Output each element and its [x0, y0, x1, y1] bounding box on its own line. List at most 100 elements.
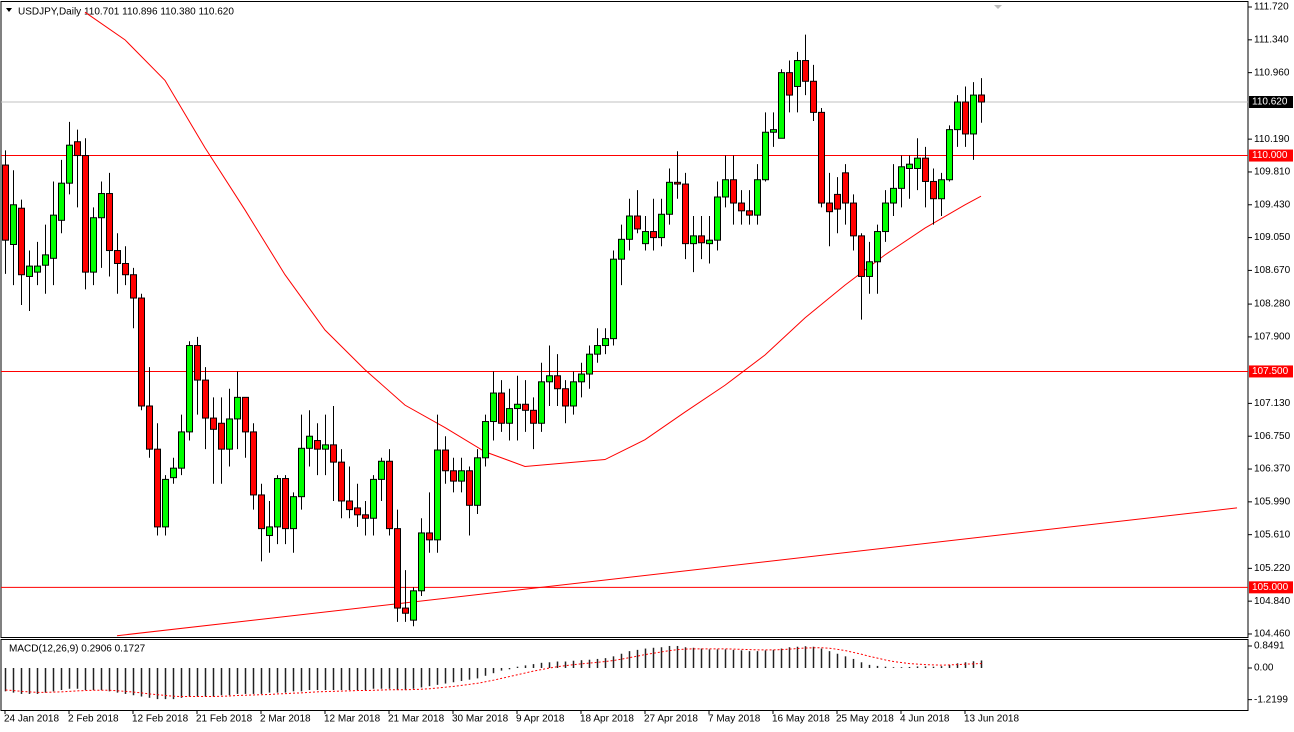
candle-body [290, 496, 297, 530]
candle-body [242, 396, 249, 433]
y-tick-label: 108.670 [1254, 265, 1291, 276]
y-tick-label: 110.190 [1254, 134, 1290, 145]
macd-plot [4, 645, 983, 700]
y-tick-label: 111.720 [1254, 2, 1289, 13]
candle-body [642, 231, 649, 245]
candle-body [26, 265, 33, 277]
x-tick-label: 24 Jan 2018 [4, 714, 59, 725]
candle-body [714, 196, 721, 241]
candle-body [250, 431, 257, 496]
candle-body [50, 214, 57, 259]
candle-body [458, 470, 465, 482]
candle-body [954, 101, 961, 131]
candle-body [554, 375, 561, 390]
candle-body [450, 470, 457, 482]
candle-body [666, 181, 673, 215]
candle-body [634, 215, 641, 230]
candle-body [170, 467, 177, 479]
x-tick-label: 27 Apr 2018 [644, 714, 698, 725]
candle-body [74, 141, 81, 157]
candle-body [786, 72, 793, 96]
candle-body [602, 338, 609, 347]
macd-y-tick-label: 0.8491 [1254, 641, 1285, 652]
candle-body [778, 72, 785, 139]
macd-panel-frame [0, 639, 1249, 711]
candle-body [426, 532, 433, 541]
candle-body [226, 418, 233, 450]
candle-body [618, 238, 625, 260]
candle-body [66, 144, 73, 184]
candle-body [690, 235, 697, 245]
candle-body [682, 183, 689, 245]
candle-body [970, 94, 977, 135]
candle-body [498, 392, 505, 424]
candle-body [610, 258, 617, 340]
candle-body [586, 353, 593, 375]
x-tick-label: 12 Feb 2018 [132, 714, 189, 725]
candle-body [538, 381, 545, 424]
y-tick-label: 105.610 [1254, 529, 1291, 540]
x-tick-label: 21 Mar 2018 [388, 714, 445, 725]
candle-body [218, 422, 225, 450]
candle-body [722, 179, 729, 198]
current-price-box [1249, 96, 1293, 109]
x-tick-label: 7 May 2018 [708, 714, 761, 725]
candle-body [530, 409, 537, 424]
x-tick-label: 13 Jun 2018 [964, 714, 1019, 725]
candle-body [146, 405, 153, 450]
level-label: 107.500 [1252, 366, 1289, 377]
y-tick-label: 109.810 [1254, 167, 1291, 178]
candle-body [658, 213, 665, 239]
level-box [1249, 365, 1293, 378]
candle-body [394, 528, 401, 609]
candle-body [130, 274, 137, 299]
candle-body [306, 435, 313, 449]
moving-average [84, 11, 982, 467]
candle-body [18, 207, 25, 276]
candle-body [42, 254, 49, 266]
y-tick-label: 109.050 [1254, 232, 1291, 243]
candle-body [674, 181, 681, 185]
x-tick-label: 9 Apr 2018 [516, 714, 565, 725]
candle-body [474, 457, 481, 506]
candle-body [738, 202, 745, 212]
candle-body [650, 231, 657, 239]
candle-body [898, 166, 905, 189]
candle-body [626, 215, 633, 240]
x-tick-label: 21 Feb 2018 [196, 714, 253, 725]
candle-body [818, 111, 825, 204]
candle-body [570, 381, 577, 407]
candle-body [962, 101, 969, 135]
candle-body [2, 164, 9, 241]
candle-body [914, 157, 921, 170]
shift-marker[interactable] [994, 5, 1002, 9]
candle-body [154, 448, 161, 528]
candle-body [762, 131, 769, 181]
candle-body [594, 345, 601, 355]
candle-body [370, 478, 377, 519]
candle-body [362, 514, 369, 519]
candle-body [482, 421, 489, 459]
candle-body [418, 532, 425, 592]
main-plot [1, 11, 1248, 637]
y-tick-label: 110.960 [1254, 67, 1290, 78]
macd-title: MACD(12,26,9) 0.2906 0.1727 [9, 644, 146, 655]
candle-body [114, 250, 121, 264]
y-tick-label: 105.990 [1254, 496, 1291, 507]
candle-body [386, 460, 393, 530]
candle-body [346, 500, 353, 511]
candle-body [82, 155, 89, 273]
chart-header: USDJPY,Daily 110.701 110.896 110.380 110… [18, 7, 234, 18]
y-tick-label: 107.900 [1254, 332, 1291, 343]
menu-triangle[interactable] [6, 8, 12, 12]
candle-body [890, 187, 897, 204]
candle-body [410, 590, 417, 621]
candle-body [322, 444, 329, 450]
candle-body [874, 231, 881, 263]
candle-body [178, 431, 185, 469]
candle-body [466, 470, 473, 506]
x-tick-label: 4 Jun 2018 [900, 714, 950, 725]
candle-body [338, 461, 345, 502]
x-tick-label: 18 Apr 2018 [580, 714, 634, 725]
